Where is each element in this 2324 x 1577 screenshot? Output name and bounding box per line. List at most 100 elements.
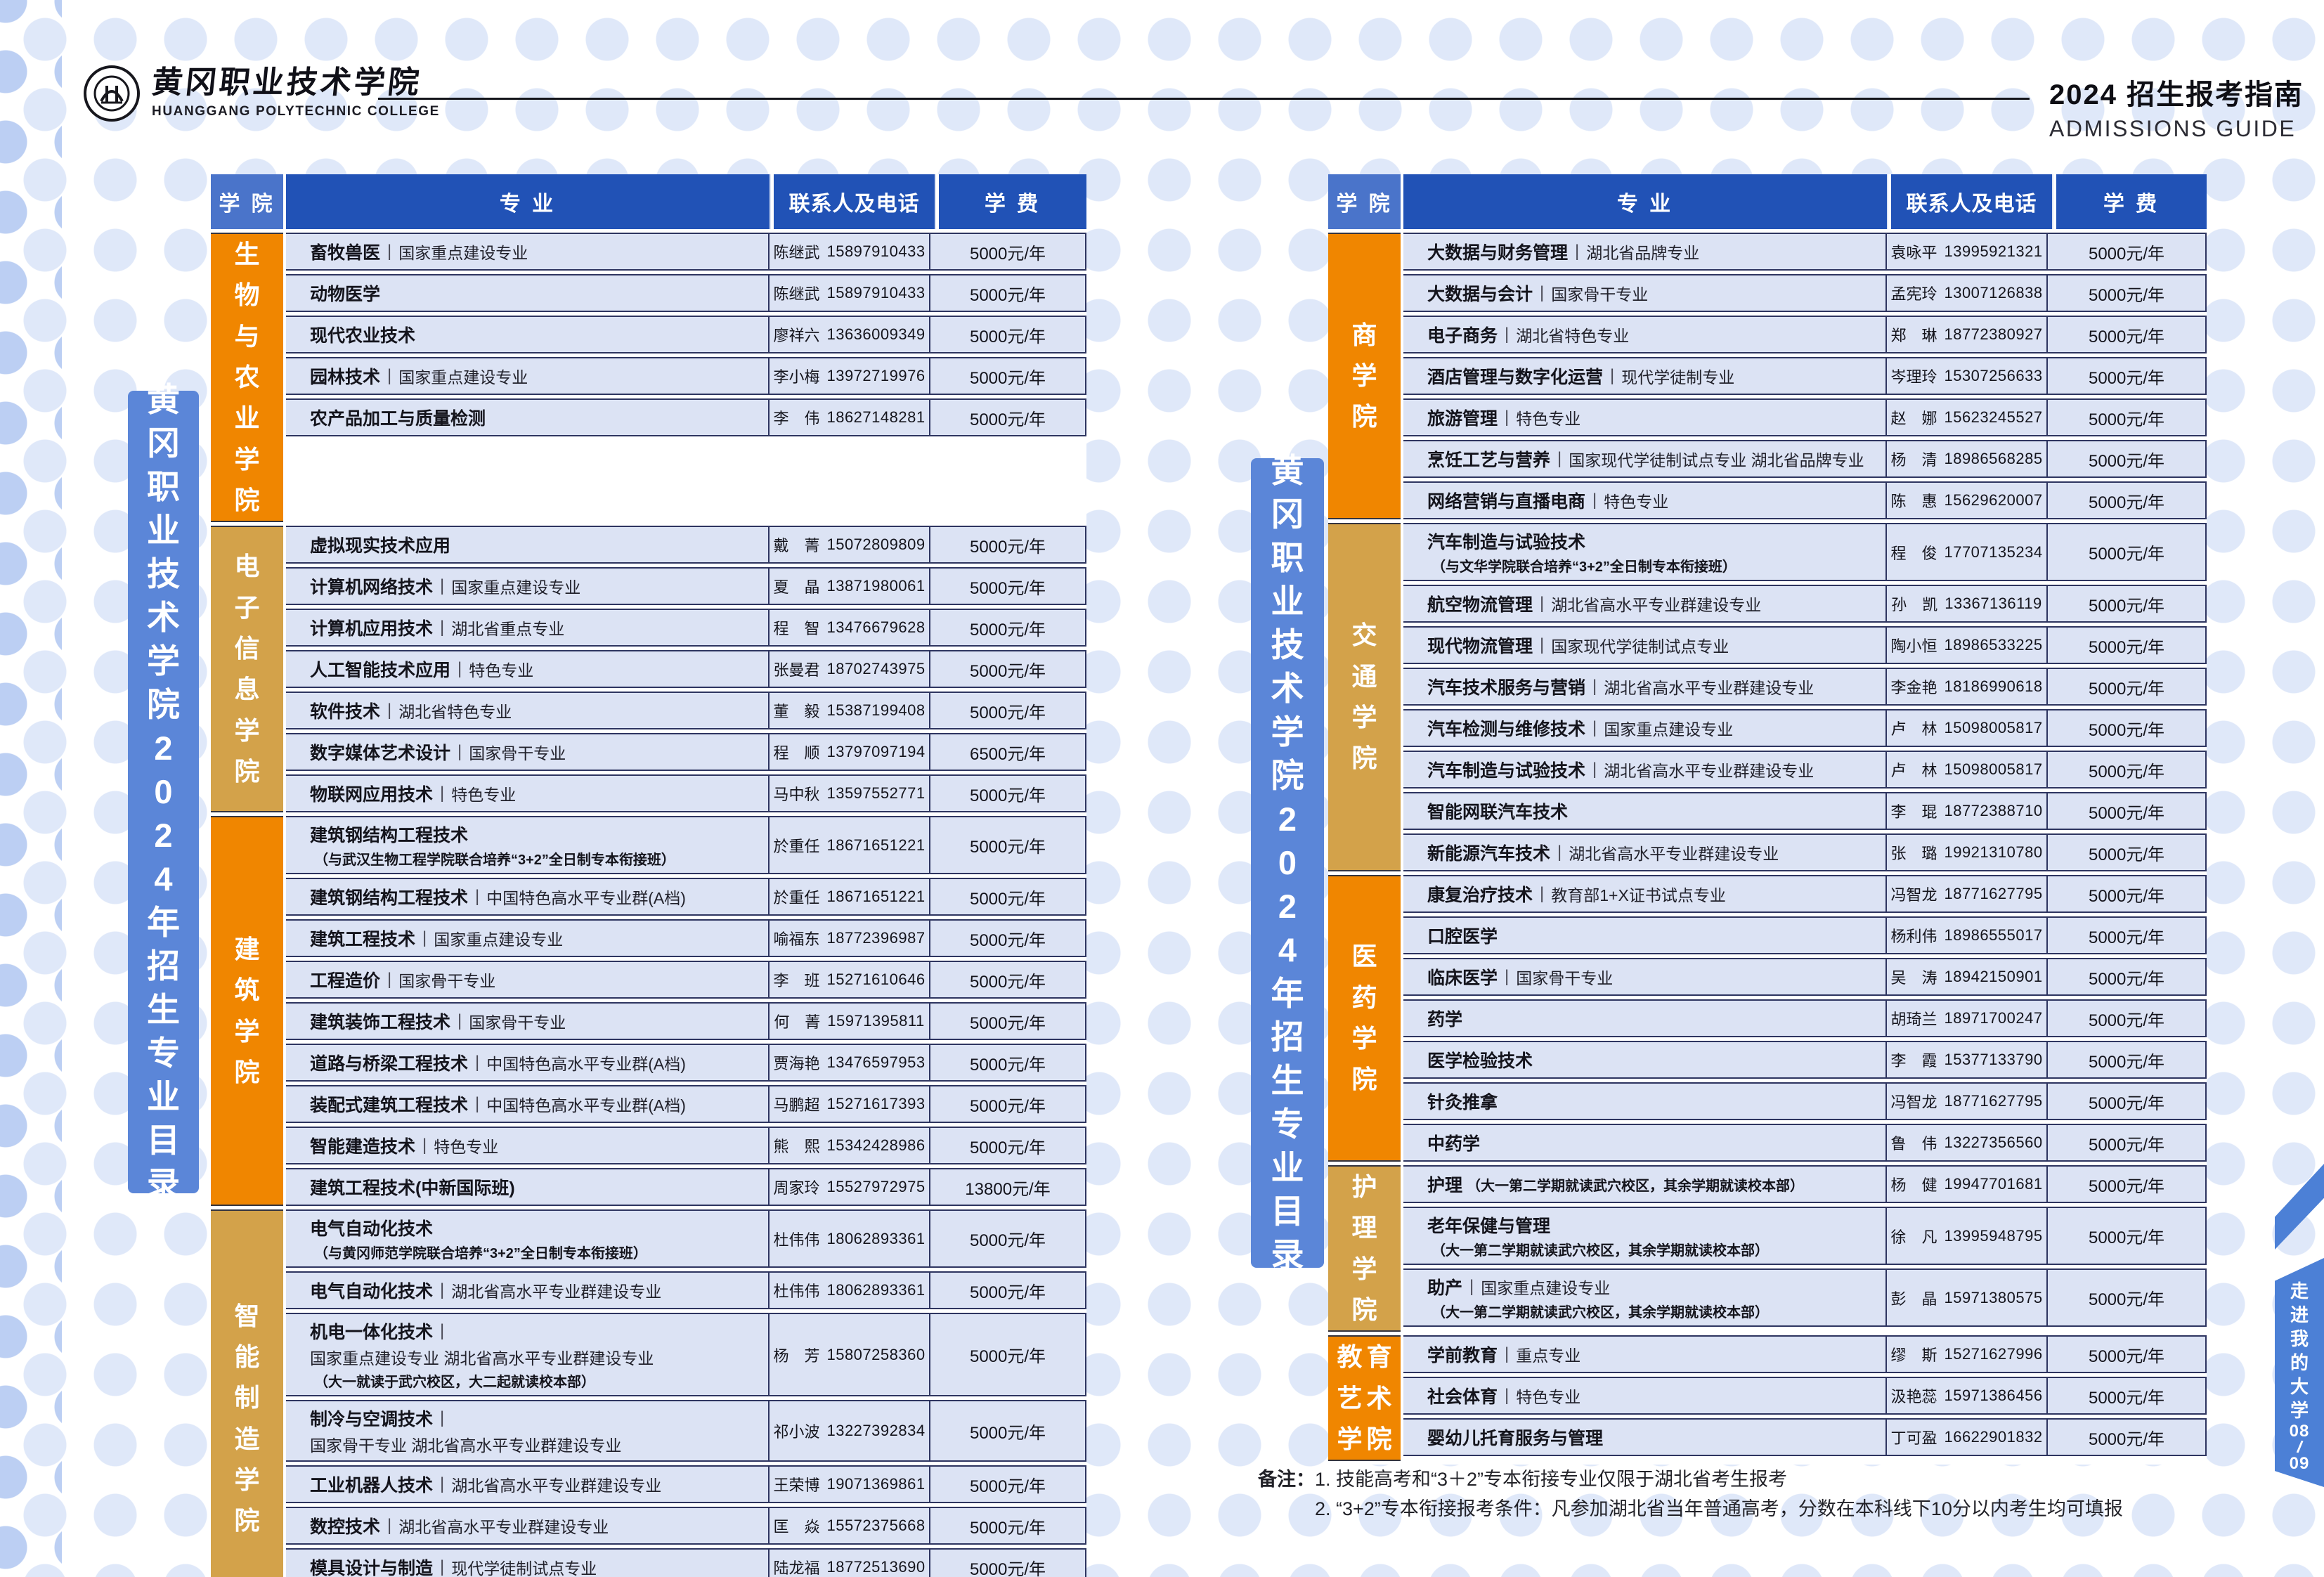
table-row: 虚拟现实技术应用 戴 菁 15072809809 5000元/年	[286, 526, 1086, 564]
contact-cell: 陆龙福 18772513690	[770, 1550, 930, 1577]
page-title-char: 招	[1271, 1018, 1304, 1056]
rows-group: 虚拟现实技术应用戴 菁 15072809809 5000元/年 计算机网络技术 | 国家重…	[286, 526, 1086, 813]
major-tag: 国家重点建设专业	[1604, 720, 1734, 739]
contact-name: 徐 凡	[1890, 1228, 1937, 1246]
college-label: 交通学院	[1328, 523, 1401, 871]
table-row: 航空物流管理 | 湖北省高水平专业群建设专业 孙 凯 13367136119 5000元/…	[1403, 585, 2207, 623]
major-tag: 国家重点建设专业	[1481, 1279, 1611, 1297]
major-tag-separator: |	[1557, 843, 1562, 862]
contact-phone: 17707135234	[1944, 543, 2043, 561]
major-tag: 湖北省高水平专业群建设专业	[1569, 845, 1779, 863]
rows-group: 大数据与财务管理 | 湖北省品牌专业 袁咏平 13995921321 5000元/年 大数据…	[1403, 233, 2207, 519]
contact-name: 张 璐	[1890, 845, 1937, 862]
major-cell: 建筑装饰工程技术 | 国家骨干专业	[286, 1004, 770, 1039]
college-label-char: 物	[234, 280, 264, 310]
major-name: 软件技术	[310, 702, 381, 722]
fee-cell: 5000元/年	[2088, 762, 2165, 781]
contact-cell: 李 班 15271610646	[770, 962, 930, 998]
contact-phone: 15971386456	[1944, 1387, 2043, 1405]
contact-cell: 卢 林 15098005817	[1887, 752, 2048, 787]
major-tag-separator: |	[440, 1408, 445, 1428]
header-college: 学 院	[1328, 174, 1401, 229]
contact-cell: 周家玲 15527972975	[770, 1169, 930, 1205]
ribbon-title-char: 进	[2290, 1304, 2309, 1325]
fee-cell: 5000元/年	[2088, 1429, 2165, 1449]
college-label-char: 学	[1351, 361, 1382, 390]
contact-cell: 熊 熙 15342428986	[770, 1128, 930, 1164]
table-row: 计算机应用技术 | 湖北省重点专业 程 智 13476679628 5000元/年	[286, 609, 1086, 647]
major-tag-separator: |	[387, 366, 392, 385]
major-tag: 教育部1+X证书试点专业	[1551, 886, 1726, 904]
major-cell: 中药学	[1403, 1125, 1887, 1160]
table-row: 中药学 鲁 伟 13227356560 5000元/年	[1403, 1124, 2207, 1162]
major-cell: 电气自动化技术 （与黄冈师范学院联合培养“3+2”全日制专本衔接班）	[286, 1211, 770, 1267]
fee-cell: 5000元/年	[2088, 451, 2165, 471]
college-label-char: 院	[234, 485, 264, 514]
college-label-char: 学	[1351, 1254, 1382, 1283]
major-tag-separator: |	[440, 618, 445, 637]
major-name: 大数据与财务管理	[1427, 243, 1569, 263]
major-cell: 软件技术 | 湖北省特色专业	[286, 693, 770, 729]
contact-name: 马鹏超	[773, 1096, 820, 1115]
contact-phone: 15527972975	[826, 1178, 926, 1196]
page-title-char: 年	[1271, 975, 1304, 1012]
guide-header: 2024 招生报考指南 ADMISSIONS GUIDE	[2049, 72, 2304, 142]
table-row: 酒店管理与数字化运营 | 现代学徒制专业 岑理玲 15307256633 5000元/年	[1403, 357, 2207, 395]
major-name: 药学	[1427, 1010, 1463, 1030]
contact-phone: 15971395811	[827, 1012, 925, 1030]
major-cell: 工业机器人技术 | 湖北省高水平专业群建设专业	[286, 1467, 770, 1503]
contact-name: 陈继武	[773, 285, 820, 303]
college-label-char: 学	[234, 1465, 264, 1494]
contact-name: 陈 惠	[1890, 493, 1937, 510]
major-cell: 动物医学	[286, 275, 770, 311]
contact-name: 王荣博	[773, 1477, 820, 1495]
table-row: 动物医学 陈继武 15897910433 5000元/年	[286, 274, 1086, 312]
contact-phone: 13597552771	[826, 784, 926, 803]
table-row: 网络营销与直播电商 | 特色专业 陈 惠 15629620007 5000元/年	[1403, 481, 2207, 519]
page-title-char: 生	[1271, 1062, 1304, 1099]
fee-cell: 5000元/年	[2088, 368, 2165, 388]
contact-phone: 13476679628	[826, 618, 926, 637]
college-label-char: 子	[234, 592, 264, 622]
fee-cell: 5000元/年	[2088, 845, 2165, 864]
contact-name: 杨 健	[1890, 1176, 1937, 1194]
contact-name: 董 毅	[773, 703, 820, 721]
header-fee: 学 费	[2056, 174, 2207, 229]
page-number-slash: /	[2295, 1437, 2304, 1458]
contact-cell: 戴 菁 15072809809	[770, 527, 930, 563]
major-tag: 国家骨干专业	[469, 744, 566, 763]
college-label-char: 院	[234, 1058, 264, 1086]
page-edge-ribbon: 走进我的大学 08/09	[2275, 1164, 2324, 1487]
major-name: 建筑工程技术(中新国际班)	[310, 1179, 515, 1199]
table-row: 婴幼儿托育服务与管理 丁可盈 16622901832 5000元/年	[1403, 1418, 2207, 1457]
contact-cell: 李 伟 18627148281	[770, 400, 930, 435]
major-tag-separator: |	[440, 1321, 445, 1341]
college-section: 生物与农业学院畜牧兽医 | 国家重点建设专业 陈继武 15897910433 5000元/…	[211, 233, 1086, 523]
fee-cell: 5000元/年	[2088, 244, 2165, 264]
fee-cell: 6500元/年	[969, 744, 1046, 764]
contact-cell: 夏 晶 13871980061	[770, 569, 930, 604]
major-tag-separator: |	[1540, 635, 1545, 654]
major-tag-separator: |	[387, 242, 392, 261]
college-label-char: 艺术	[1337, 1383, 1396, 1413]
major-name: 制冷与空调技术	[310, 1410, 434, 1430]
page-title-char: 2	[154, 817, 173, 854]
major-cell: 模具设计与制造 | 现代学徒制试点专业	[286, 1550, 770, 1577]
page-title-char: 学	[1271, 713, 1304, 751]
fee-cell: 5000元/年	[969, 1477, 1046, 1496]
contact-name: 袁咏平	[1890, 244, 1937, 261]
college-label-char: 院	[1351, 1294, 1382, 1324]
major-tag-separator: |	[1610, 366, 1615, 385]
fee-cell: 5000元/年	[2088, 327, 2165, 346]
page-title-char: 目	[147, 1122, 180, 1159]
contact-cell: 陈继武 15897910433	[770, 234, 930, 269]
contact-phone: 18971700247	[1944, 1009, 2043, 1027]
contact-cell: 马中秋 13597552771	[770, 776, 930, 812]
major-note: （大一第二学期就读武穴校区，其余学期就读校本部）	[1467, 1178, 1805, 1194]
fee-cell: 5000元/年	[2088, 803, 2165, 823]
major-cell: 智能网联汽车技术	[1403, 793, 1887, 829]
major-name: 新能源汽车技术	[1427, 844, 1551, 864]
major-tag-separator: |	[1505, 1344, 1510, 1364]
